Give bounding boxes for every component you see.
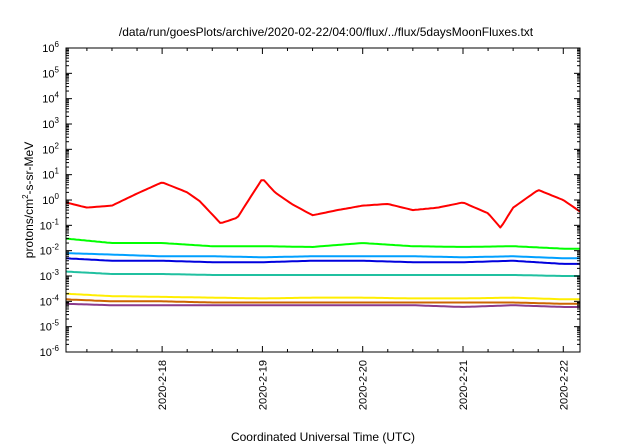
x-axis-label: Coordinated Universal Time (UTC) [231,430,415,444]
y-tick-label: 104 [42,91,59,106]
y-axis-label-rest: -s-sr-MeV [22,142,36,195]
x-tick-label: 2020-2-19 [257,360,269,410]
x-tick-label: 2020-2-20 [358,360,370,410]
y-tick-label: 106 [42,40,59,55]
chart-title: /data/run/goesPlots/archive/2020-02-22/0… [119,25,534,39]
y-axis-label: protons/cm2-s-sr-MeV [21,142,36,258]
y-tick-label: 10-2 [40,243,60,258]
y-tick-label: 10-4 [40,293,60,308]
series-line-7 [65,298,580,305]
series-line-2 [65,237,580,250]
x-tick-label: 2020-2-22 [558,360,570,410]
series-line-1 [65,179,581,229]
y-tick-label: 10-3 [40,268,60,283]
y-tick-label: 10-6 [40,344,60,359]
y-tick-label: 100 [42,192,59,207]
y-axis-label-base: protons/cm [22,199,36,258]
y-tick-label: 10-5 [40,319,60,334]
series-line-8 [65,302,580,308]
series-line-6 [65,292,580,301]
x-axis: 2020-2-18 2020-2-19 2020-2-20 2020-2-21 2020… [86,48,570,410]
series-layer [65,179,581,308]
y-tick-label: 10-1 [40,217,60,232]
x-tick-label: 2020-2-18 [157,360,169,410]
y-tick-label: 102 [42,141,59,156]
y-tick-label: 105 [42,65,59,80]
series-line-3 [65,252,580,260]
x-tick-label: 2020-2-21 [458,360,470,410]
series-line-4 [65,257,580,265]
y-axis-label-sup: 2 [21,194,30,199]
y-tick-label: 103 [42,116,59,131]
y-axis: 10-6 10-5 10-4 10-3 10-2 10-1 100 101 102 103 104 1… [40,40,580,359]
y-tick-label: 101 [42,167,59,182]
series-line-5 [65,270,580,277]
